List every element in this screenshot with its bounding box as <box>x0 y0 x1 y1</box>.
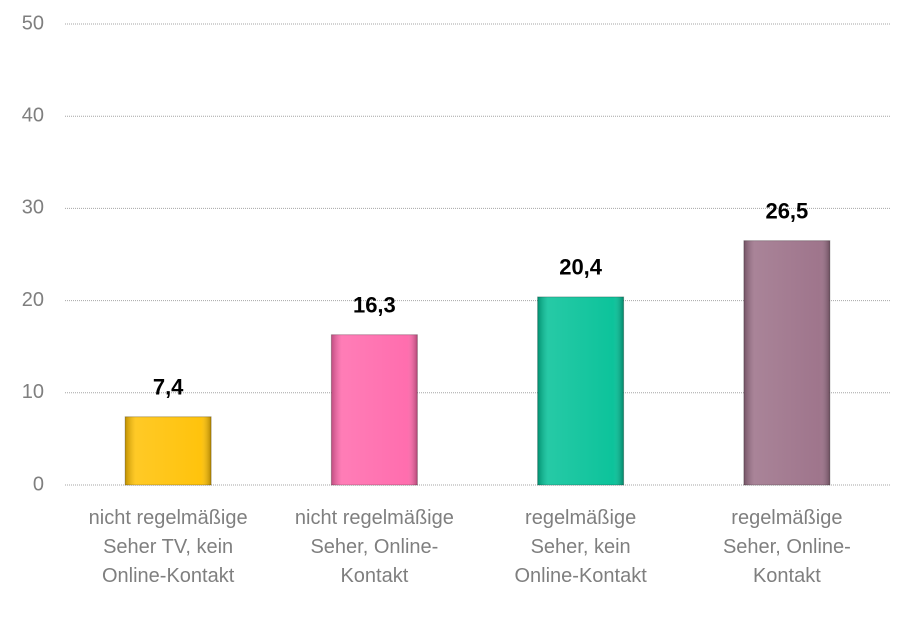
y-tick-label: 10 <box>22 381 44 403</box>
y-tick-label: 30 <box>22 197 44 219</box>
bar <box>537 296 625 486</box>
bar <box>124 416 212 486</box>
value-label: 7,4 <box>153 375 184 400</box>
y-tick-label: 0 <box>33 473 44 495</box>
x-tick-label: regelmäßige Seher, kein Online-Kontakt <box>514 507 647 587</box>
bar <box>743 240 831 486</box>
y-tick-label: 40 <box>22 104 44 126</box>
x-tick-label: regelmäßige Seher, Online-Kontakt <box>722 507 851 587</box>
y-tick-label: 50 <box>22 12 44 34</box>
x-tick-label: nicht regelmäßige Seher TV, kein Online-… <box>88 507 248 587</box>
value-label: 20,4 <box>559 255 603 280</box>
value-label: 16,3 <box>353 293 396 318</box>
bar <box>330 334 418 486</box>
value-label: 26,5 <box>765 198 808 223</box>
x-tick-label: nicht regelmäßige Seher, Online-Kontakt <box>294 507 454 587</box>
y-tick-label: 20 <box>22 289 44 311</box>
